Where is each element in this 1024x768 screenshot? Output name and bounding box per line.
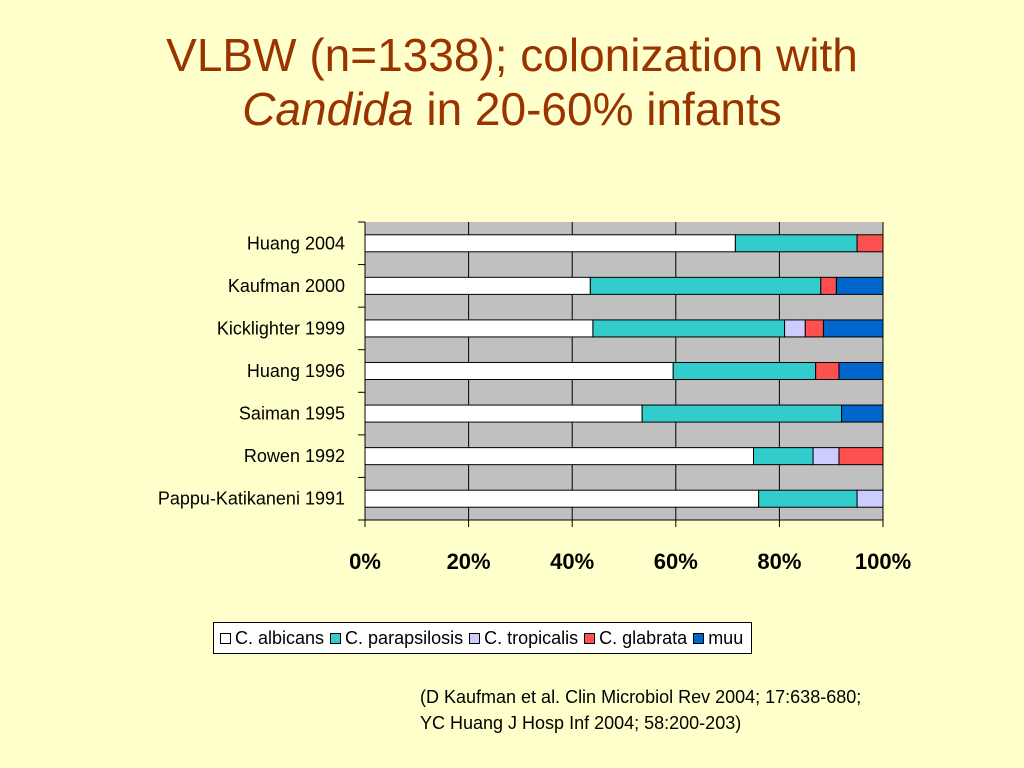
legend-item: C. glabrata [584, 628, 687, 649]
title-line-2-rest: in 20-60% infants [413, 83, 782, 135]
title-line-1: VLBW (n=1338); colonization with [166, 29, 858, 81]
bar-segment-c-albicans [364, 319, 594, 338]
bar-segment-c-tropicalis [784, 319, 806, 338]
legend-swatch [584, 632, 596, 644]
citation: (D Kaufman et al. Clin Microbiol Rev 200… [420, 684, 861, 736]
bar-segment-c-glabrata [820, 276, 837, 295]
bar-segment-muu [841, 404, 884, 423]
category-label: Huang 1996 [247, 361, 345, 381]
x-tick-label: 80% [757, 549, 801, 574]
bar-segment-c-parapsilosis [672, 361, 817, 381]
bar-segment-c-albicans [364, 404, 643, 423]
legend-label: C. albicans [235, 627, 325, 648]
bar-segment-c-albicans [364, 276, 591, 295]
bar-segment-c-parapsilosis [734, 234, 858, 253]
bar-segment-c-tropicalis [856, 489, 884, 508]
slide-title: VLBW (n=1338); colonization with Candida… [0, 28, 1024, 136]
legend-label: C. tropicalis [484, 627, 579, 648]
x-tick-label: 20% [447, 549, 491, 574]
legend-label: C. glabrata [599, 627, 688, 648]
title-line-2: Candida in 20-60% infants [0, 82, 1024, 136]
bar-segment-c-glabrata [815, 361, 840, 381]
bar-segment-c-albicans [364, 361, 674, 381]
bar-segment-c-parapsilosis [753, 447, 814, 466]
legend-swatch [469, 632, 481, 644]
legend-label: C. parapsilosis [345, 627, 464, 648]
chart-legend: C. albicans C. parapsilosis C. tropicalis C… [213, 622, 753, 654]
legend-item: C. tropicalis [469, 628, 578, 649]
bar-segment-c-parapsilosis [589, 276, 822, 295]
category-label: Kaufman 2000 [228, 276, 345, 296]
legend-item: muu [693, 628, 743, 649]
bar-segment-c-albicans [364, 234, 736, 253]
bar-segment-c-glabrata [804, 319, 824, 338]
legend-label: muu [708, 627, 744, 648]
x-tick-label: 0% [349, 549, 381, 574]
citation-line-2: YC Huang J Hosp Inf 2004; 58:200-203) [420, 713, 742, 733]
legend-swatch [693, 632, 705, 644]
bar-segment-c-albicans [364, 447, 754, 466]
title-italic-word: Candida [242, 83, 414, 135]
bar-segment-c-glabrata [838, 447, 884, 466]
legend-swatch [220, 632, 231, 644]
x-tick-label: 100% [855, 549, 911, 574]
category-label: Pappu-Katikaneni 1991 [158, 489, 345, 509]
citation-line-1: (D Kaufman et al. Clin Microbiol Rev 200… [420, 687, 862, 707]
bar-segment-c-albicans [364, 489, 760, 508]
category-label: Rowen 1992 [244, 446, 345, 466]
category-label: Saiman 1995 [239, 404, 345, 424]
category-label: Huang 2004 [247, 233, 345, 253]
stacked-bar-chart: Huang 2004 Kaufman 2000 Kicklighter 1999 Hu… [158, 221, 911, 574]
category-label: Kicklighter 1999 [217, 318, 345, 338]
bar-segment-c-parapsilosis [592, 319, 786, 338]
x-tick-label: 40% [550, 549, 594, 574]
legend-item: C. albicans [220, 628, 324, 649]
legend-item: C. parapsilosis [330, 628, 463, 649]
bar-segment-c-glabrata [856, 234, 884, 253]
bar-segment-muu [822, 319, 884, 338]
bar-segment-muu [838, 361, 884, 381]
bar-segment-c-parapsilosis [641, 404, 843, 423]
bar-segment-c-tropicalis [812, 447, 840, 466]
x-tick-label: 60% [654, 549, 698, 574]
bar-segment-c-parapsilosis [758, 489, 858, 508]
legend-swatch [330, 632, 342, 644]
bar-segment-muu [835, 276, 884, 295]
